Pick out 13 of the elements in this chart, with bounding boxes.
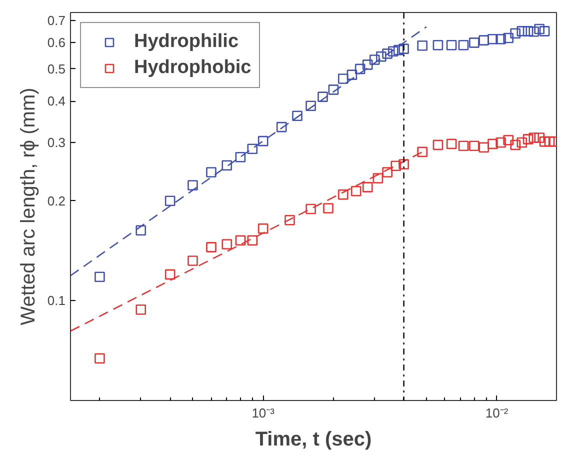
y-tick-label: 0.1 [47,293,66,308]
x-axis-title: Time, t (sec) [255,428,372,450]
y-tick-label: 0.3 [47,135,66,150]
y-tick-label: 0.2 [47,193,66,208]
legend-label: Hydrophilic [134,31,239,53]
y-tick-label: 0.7 [47,13,66,28]
y-tick-label: 0.5 [47,61,66,76]
x-tick-label: 10⁻³ [252,406,276,420]
y-axis-title: Wetted arc length, rϕ (mm) [17,88,40,326]
y-tick-label: 0.6 [47,35,66,50]
legend-label: Hydrophobic [134,57,252,79]
y-tick-label: 0.4 [47,94,66,109]
x-tick-label: 10⁻² [485,406,509,420]
